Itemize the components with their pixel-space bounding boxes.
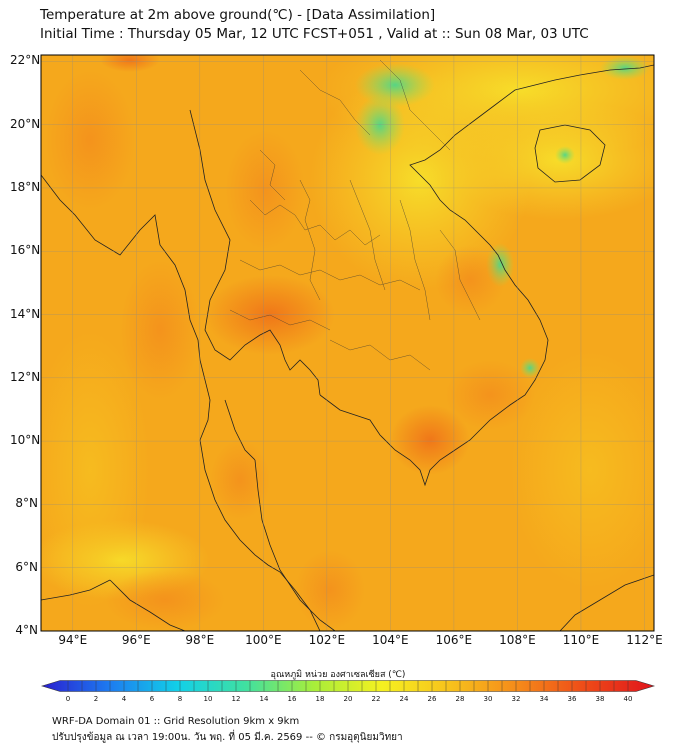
lon-tick-label: 96°E <box>121 633 151 647</box>
colorbar-tick-label: 0 <box>65 695 71 703</box>
lon-tick-label: 100°E <box>245 633 282 647</box>
lon-tick-label: 108°E <box>499 633 536 647</box>
colorbar-tick-label: 32 <box>511 695 521 703</box>
lon-tick-label: 104°E <box>372 633 409 647</box>
temperature-field <box>41 55 654 630</box>
colorbar-tick-label: 2 <box>93 695 99 703</box>
lat-tick-label: 16°N <box>10 243 41 258</box>
chart-title: Temperature at 2m above ground(℃) - [Dat… <box>40 7 436 23</box>
lat-tick-label: 4°N <box>15 623 38 637</box>
colorbar-tick-label: 28 <box>455 695 465 703</box>
coastlines <box>41 64 654 631</box>
colorbar-tick-label: 10 <box>203 695 213 703</box>
colorbar-tick-label: 16 <box>287 695 297 703</box>
colorbar-tick-label: 4 <box>121 695 127 703</box>
colorbar-tick-label: 18 <box>315 695 325 703</box>
colorbar <box>40 680 656 692</box>
colorbar-tick-label: 8 <box>177 695 183 703</box>
colorbar-label: อุณหภูมิ หน่วย องศาเซลเซียส (℃) <box>270 670 406 680</box>
colorbar-tick-label: 24 <box>399 695 409 703</box>
lat-tick-label: 12°N <box>10 369 41 384</box>
lon-tick-label: 98°E <box>185 633 215 647</box>
map-frame <box>40 54 655 632</box>
lat-tick-label: 14°N <box>10 306 41 321</box>
lat-tick-label: 22°N <box>10 53 41 68</box>
colorbar-tick-label: 20 <box>343 695 353 703</box>
lat-tick-label: 10°N <box>10 433 41 448</box>
lat-tick-label: 8°N <box>15 496 38 511</box>
lon-tick-label: 102°E <box>308 633 346 647</box>
colorbar-tick-label: 22 <box>371 695 381 703</box>
chart-subtitle: Initial Time : Thursday 05 Mar, 12 UTC F… <box>40 26 589 42</box>
province-borders <box>229 59 481 371</box>
lon-tick-label: 110°E <box>562 633 600 647</box>
colorbar-tick-label: 38 <box>595 695 605 703</box>
colorbar-tick-label: 6 <box>149 695 155 703</box>
colorbar-tick-label: 30 <box>483 695 493 703</box>
colorbar-tick-label: 34 <box>539 695 549 703</box>
lat-tick-label: 18°N <box>10 179 41 194</box>
colorbar-tick-label: 40 <box>623 695 633 703</box>
lon-tick-label: 112°E <box>626 633 663 647</box>
footer-model-info: WRF-DA Domain 01 :: Grid Resolution 9km … <box>52 716 300 727</box>
colorbar-tick-label: 36 <box>567 695 577 703</box>
colorbar-tick-label: 12 <box>231 695 241 703</box>
lat-tick-label: 20°N <box>10 116 41 131</box>
lon-tick-label: 94°E <box>58 633 88 647</box>
colorbar-tick-label: 14 <box>259 695 269 703</box>
colorbar-tick-label: 26 <box>427 695 437 703</box>
lon-tick-label: 106°E <box>435 633 473 647</box>
lat-tick-label: 6°N <box>15 559 38 574</box>
footer-update-info: ปรับปรุงข้อมูล ณ เวลา 19:00น. วัน พฤ. ที… <box>52 732 403 743</box>
